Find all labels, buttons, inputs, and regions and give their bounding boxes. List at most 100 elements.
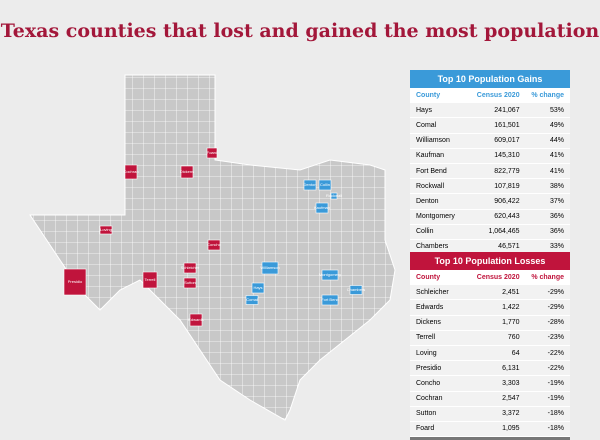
county-label: Montgomery xyxy=(319,272,341,277)
cell: 1,770 xyxy=(502,319,520,327)
cell: Loving xyxy=(416,349,437,357)
county xyxy=(330,192,338,200)
table-row: Montgomery 620,443 36% xyxy=(410,210,570,225)
cell: 1,422 xyxy=(502,303,520,311)
cell: -19% xyxy=(547,379,564,387)
county-label: Foard xyxy=(207,150,217,155)
table-row: Schleicher 2,451 -29% xyxy=(410,285,570,301)
county-label: Kaufman xyxy=(314,205,330,210)
cell: 64 xyxy=(511,349,520,357)
table-row: Collin 1,064,465 36% xyxy=(410,225,570,240)
county xyxy=(63,268,87,296)
county-label: Rockwall xyxy=(326,193,342,198)
table-row: Dickens 1,770 -28% xyxy=(410,316,570,331)
county-label: Presidio xyxy=(68,279,83,284)
column-header: County xyxy=(416,273,441,281)
county-label: Comal xyxy=(246,297,258,302)
cell: 44% xyxy=(549,137,564,145)
cell: -22% xyxy=(547,364,564,372)
column-header: % change xyxy=(531,273,564,281)
cell: -22% xyxy=(547,349,564,357)
county xyxy=(261,261,279,275)
cell: -29% xyxy=(547,288,564,296)
cell: 2,547 xyxy=(502,395,520,403)
header-row: County Census 2020 % change xyxy=(410,270,570,286)
cell: 6,131 xyxy=(502,364,520,372)
county-label: Terrell xyxy=(145,277,156,282)
table-row: Rockwall 107,819 38% xyxy=(410,179,570,195)
county xyxy=(206,147,218,159)
cell: Sutton xyxy=(416,410,437,418)
table-row: Fort Bend 822,779 41% xyxy=(410,164,570,180)
county xyxy=(321,294,339,306)
cell: Rockwall xyxy=(416,182,445,190)
cell: Comal xyxy=(416,121,437,129)
county-label: Sutton xyxy=(184,280,196,285)
cell: 161,501 xyxy=(494,121,520,129)
county-label: Schleicher xyxy=(181,265,200,270)
title: Texas counties that lost and gained the … xyxy=(0,20,600,42)
cell: 3,303 xyxy=(502,379,520,387)
cell: Concho xyxy=(416,379,441,387)
cell: 1,064,465 xyxy=(488,228,520,236)
cell: Foard xyxy=(416,425,435,433)
cell: 2,451 xyxy=(502,288,520,296)
cell: -23% xyxy=(547,334,564,342)
table-title: Top 10 Population Gains xyxy=(410,70,570,88)
cell: Dickens xyxy=(416,319,441,327)
county-label: Concho xyxy=(207,242,222,247)
cell: Edwards xyxy=(416,303,444,311)
column-header: % change xyxy=(531,91,564,99)
cell: -18% xyxy=(547,425,564,433)
table-row: Concho 3,303 -19% xyxy=(410,376,570,392)
cell: Chambers xyxy=(416,243,449,251)
table-row: Denton 906,422 37% xyxy=(410,194,570,210)
county xyxy=(124,164,138,180)
table-title: Top 10 Population Losses xyxy=(410,252,570,270)
texas-map: Denton Collin Rockwall Kaufman Williamson Hay… xyxy=(29,74,396,421)
cell: 49% xyxy=(549,121,564,129)
cell: 145,310 xyxy=(494,152,520,160)
column-header: County xyxy=(416,91,441,99)
cell: Kaufman xyxy=(416,152,445,160)
table-row: Loving 64 -22% xyxy=(410,346,570,362)
county-label: Hays xyxy=(253,285,262,290)
cell: -19% xyxy=(547,395,564,403)
county xyxy=(180,165,194,179)
table-row: Sutton 3,372 -18% xyxy=(410,407,570,422)
county-label: Williamson xyxy=(260,265,279,270)
cell: 33% xyxy=(549,243,564,251)
table-row: Williamson 609,017 44% xyxy=(410,134,570,149)
cell: 760 xyxy=(507,334,520,342)
cell: -18% xyxy=(547,410,564,418)
cell: 41% xyxy=(549,152,564,160)
cell: 609,017 xyxy=(494,137,520,145)
table-row: Kaufman 145,310 41% xyxy=(410,149,570,164)
cell: 241,067 xyxy=(494,106,520,114)
county xyxy=(245,295,259,305)
table-row: Edwards 1,422 -29% xyxy=(410,300,570,316)
column-header: Census 2020 xyxy=(476,273,520,281)
cell: Montgomery xyxy=(416,213,455,221)
cell: 822,779 xyxy=(494,167,520,175)
table-row: Comal 161,501 49% xyxy=(410,118,570,134)
cell: Williamson xyxy=(416,137,450,145)
county xyxy=(189,313,203,327)
cell: 107,819 xyxy=(494,182,520,190)
gains-table: Top 10 Population Gains County Census 2020… xyxy=(410,70,570,266)
cell: 37% xyxy=(549,197,564,205)
cell: -28% xyxy=(547,319,564,327)
cell: -29% xyxy=(547,303,564,311)
county xyxy=(183,262,197,274)
cell: 3,372 xyxy=(502,410,520,418)
column-header: Census 2020 xyxy=(476,91,520,99)
county-label: Chambers xyxy=(347,287,365,292)
county-label: Edwards xyxy=(188,317,204,322)
cell: Schleicher xyxy=(416,288,449,296)
county xyxy=(142,271,158,289)
county xyxy=(99,225,113,235)
county xyxy=(303,179,317,191)
table-row: Presidio 6,131 -22% xyxy=(410,361,570,377)
cell: 41% xyxy=(549,167,564,175)
